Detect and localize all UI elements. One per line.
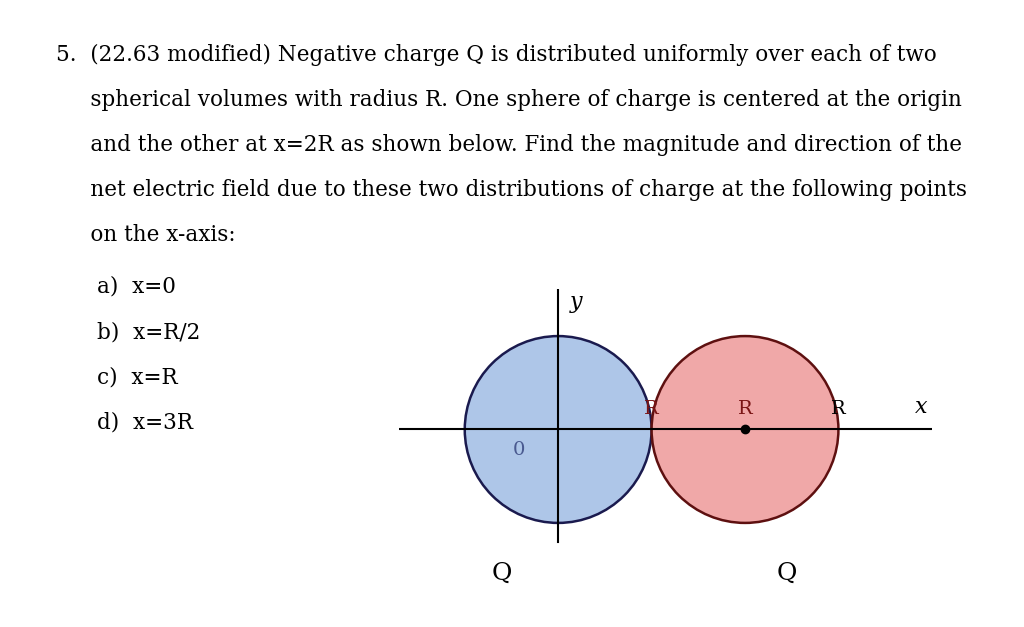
Text: spherical volumes with radius R. One sphere of charge is centered at the origin: spherical volumes with radius R. One sph…	[56, 89, 963, 111]
Text: y: y	[569, 291, 582, 314]
Text: Q: Q	[777, 562, 798, 585]
Text: net electric field due to these two distributions of charge at the following poi: net electric field due to these two dist…	[56, 179, 968, 201]
Circle shape	[465, 336, 651, 523]
Text: a)  x=0: a) x=0	[97, 276, 176, 298]
Text: b)  x=R/2: b) x=R/2	[97, 321, 201, 343]
Text: and the other at x=2R as shown below. Find the magnitude and direction of the: and the other at x=2R as shown below. Fi…	[56, 134, 963, 156]
Text: d)  x=3R: d) x=3R	[97, 411, 194, 433]
Text: 5.  (22.63 modified) Negative charge Q is distributed uniformly over each of two: 5. (22.63 modified) Negative charge Q is…	[56, 44, 937, 66]
Text: 0: 0	[513, 441, 525, 459]
Circle shape	[651, 336, 839, 523]
Text: Q: Q	[492, 562, 512, 585]
Text: x: x	[914, 396, 927, 418]
Text: R: R	[644, 400, 659, 418]
Text: on the x-axis:: on the x-axis:	[56, 224, 236, 246]
Text: R: R	[737, 400, 753, 418]
Text: c)  x=R: c) x=R	[97, 366, 178, 388]
Text: R: R	[831, 400, 846, 418]
